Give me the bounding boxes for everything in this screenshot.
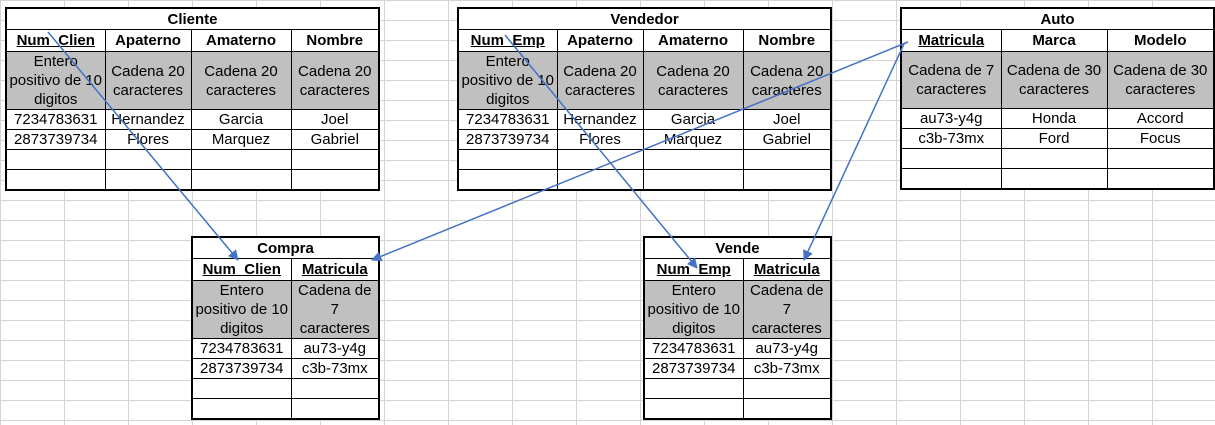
- arrow-vendedor-to-vende: [504, 34, 698, 269]
- type-cell: Entero positivo de 10 digitos: [457, 51, 558, 110]
- type-cell: Cadena 20 caracteres: [190, 51, 292, 110]
- table-row: [643, 378, 832, 399]
- type-cell: Cadena de 30 caracteres: [1106, 51, 1215, 109]
- cell[interactable]: au73-y4g: [290, 338, 380, 359]
- table-title: Vende: [643, 236, 832, 259]
- type-cell: Cadena de 7 caracteres: [900, 51, 1002, 109]
- cell[interactable]: Ford: [1000, 128, 1108, 149]
- table-row: [191, 398, 380, 420]
- column-header: Nombre: [290, 29, 380, 52]
- column-header: Matricula: [742, 258, 832, 281]
- column-header: Matricula: [900, 29, 1002, 52]
- table-row: [191, 378, 380, 399]
- cell[interactable]: [1106, 168, 1215, 190]
- table-row: 2873739734 c3b-73mx: [191, 358, 380, 379]
- table-row: au73-y4g Honda Accord: [900, 108, 1215, 129]
- cell[interactable]: Gabriel: [742, 129, 832, 150]
- cell[interactable]: [742, 398, 832, 420]
- table-vendedor: Vendedor Num_Emp Apaterno Amaterno Nombr…: [456, 7, 833, 191]
- cell[interactable]: [290, 378, 380, 399]
- column-header: Num_Emp: [643, 258, 744, 281]
- table-cliente: Cliente Num_Clien Apaterno Amaterno Nomb…: [4, 7, 381, 191]
- table-row: 7234783631 Hernandez Garcia Joel: [5, 109, 380, 130]
- table-row: [900, 168, 1215, 190]
- table-vende: Vende Num_Emp Matricula Entero positivo …: [643, 236, 832, 420]
- column-header: Apaterno: [104, 29, 192, 52]
- type-cell: Cadena 20 caracteres: [290, 51, 380, 110]
- type-cell: Cadena 20 caracteres: [556, 51, 644, 110]
- table-row: [643, 398, 832, 420]
- column-header: Num_Clien: [191, 258, 292, 281]
- column-header: Amaterno: [190, 29, 292, 52]
- cell[interactable]: Marquez: [190, 129, 292, 150]
- cell[interactable]: 7234783631: [457, 109, 558, 130]
- cell[interactable]: 2873739734: [191, 358, 292, 379]
- column-header: Modelo: [1106, 29, 1215, 52]
- type-cell: Cadena 20 caracteres: [742, 51, 832, 110]
- type-cell: Entero positivo de 10 digitos: [643, 280, 744, 339]
- type-cell: Cadena de 7 caracteres: [742, 280, 832, 339]
- cell[interactable]: [742, 378, 832, 399]
- column-header: Nombre: [742, 29, 832, 52]
- table-row: [900, 148, 1215, 169]
- type-cell: Cadena 20 caracteres: [642, 51, 744, 110]
- table-row: [457, 169, 832, 191]
- cell[interactable]: 7234783631: [643, 338, 744, 359]
- cell[interactable]: c3b-73mx: [290, 358, 380, 379]
- table-row: 7234783631 au73-y4g: [191, 338, 380, 359]
- type-cell: Cadena de 7 caracteres: [290, 280, 380, 339]
- table-row: 7234783631 Hernandez Garcia Joel: [457, 109, 832, 130]
- table-row: 2873739734 c3b-73mx: [643, 358, 832, 379]
- table-row: 2873739734 Flores Marquez Gabriel: [5, 129, 380, 150]
- cell[interactable]: [290, 398, 380, 420]
- table-compra: Compra Num_Clien Matricula Entero positi…: [191, 236, 380, 420]
- type-cell: Cadena 20 caracteres: [104, 51, 192, 110]
- table-row: 7234783631 au73-y4g: [643, 338, 832, 359]
- cell[interactable]: [742, 169, 832, 191]
- cell[interactable]: Joel: [742, 109, 832, 130]
- cell[interactable]: Gabriel: [290, 129, 380, 150]
- arrow-auto-to-vende: [803, 43, 905, 261]
- table-auto: Auto Matricula Marca Modelo Cadena de 7 …: [899, 7, 1215, 190]
- cell[interactable]: c3b-73mx: [900, 128, 1002, 149]
- type-cell: Cadena de 30 caracteres: [1000, 51, 1108, 109]
- arrow-auto-to-compra: [371, 41, 909, 262]
- cell[interactable]: 2873739734: [5, 129, 106, 150]
- cell[interactable]: [290, 169, 380, 191]
- table-row: [5, 169, 380, 191]
- cell[interactable]: [742, 149, 832, 170]
- type-cell: Entero positivo de 10 digitos: [191, 280, 292, 339]
- cell[interactable]: [1106, 148, 1215, 169]
- table-row: [5, 149, 380, 170]
- arrow-cliente-to-compra: [47, 31, 239, 261]
- cell[interactable]: 7234783631: [5, 109, 106, 130]
- cell[interactable]: [290, 149, 380, 170]
